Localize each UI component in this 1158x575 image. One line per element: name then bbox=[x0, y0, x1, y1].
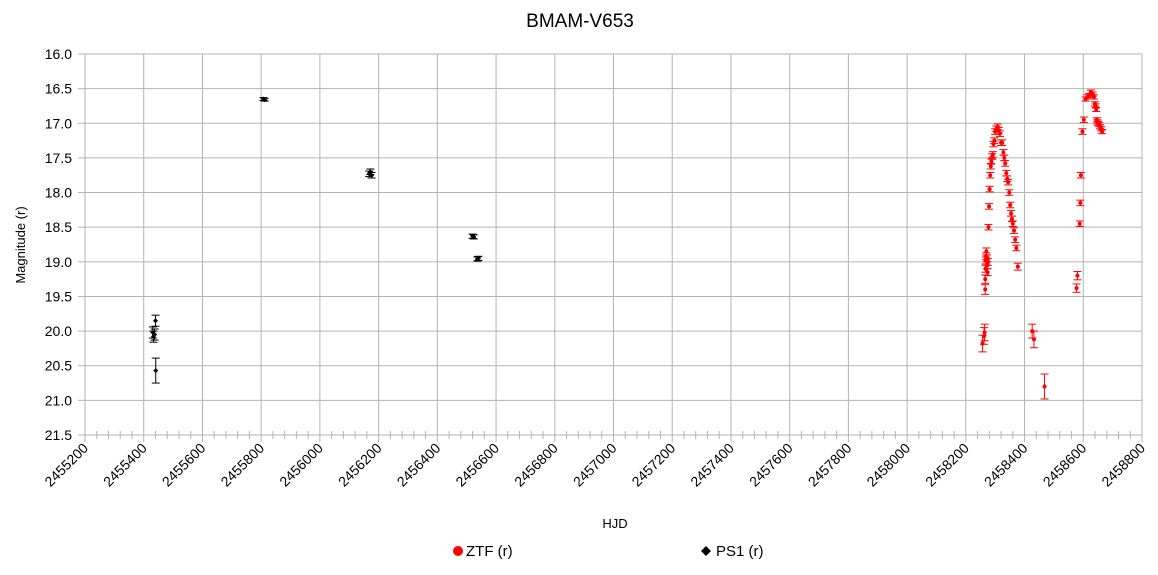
data-point bbox=[1001, 150, 1006, 155]
y-tick-label: 19.5 bbox=[45, 288, 72, 304]
data-point bbox=[1078, 173, 1083, 178]
data-point bbox=[985, 270, 990, 275]
y-tick-label: 19.0 bbox=[45, 254, 72, 270]
data-point bbox=[988, 173, 993, 178]
x-axis-label: HJD bbox=[602, 516, 627, 531]
y-tick-label: 16.0 bbox=[45, 46, 72, 62]
data-point bbox=[983, 277, 988, 282]
data-point bbox=[1031, 337, 1036, 342]
x-tick-label: 2458000 bbox=[863, 440, 913, 490]
data-point bbox=[982, 330, 987, 335]
y-tick-label: 17.5 bbox=[45, 150, 72, 166]
x-tick-label: 2455800 bbox=[217, 440, 267, 490]
data-point bbox=[984, 249, 989, 254]
data-point bbox=[1009, 211, 1014, 216]
data-point bbox=[369, 172, 375, 178]
data-point bbox=[1007, 190, 1012, 195]
x-tick-label: 2457200 bbox=[628, 440, 678, 490]
data-point bbox=[1013, 237, 1018, 242]
data-point bbox=[1094, 107, 1099, 112]
data-point bbox=[153, 368, 159, 374]
data-point bbox=[997, 131, 1002, 136]
data-point bbox=[1075, 273, 1080, 278]
x-tick-label: 2455200 bbox=[41, 440, 91, 490]
legend: ZTF (r) PS1 (r) bbox=[453, 543, 764, 560]
x-tick-label: 2456600 bbox=[452, 440, 502, 490]
x-tick-label: 2455600 bbox=[159, 440, 209, 490]
data-point bbox=[152, 318, 158, 324]
y-tick-label: 20.0 bbox=[45, 323, 72, 339]
x-tick-label: 2458200 bbox=[922, 440, 972, 490]
legend-marker-ps1 bbox=[701, 546, 711, 556]
plot-series bbox=[148, 89, 1107, 400]
data-point bbox=[992, 138, 997, 143]
data-point bbox=[152, 332, 158, 338]
data-point bbox=[1005, 176, 1010, 181]
data-point bbox=[982, 333, 987, 338]
plot-ticks: 16.0 16.5 17.0 17.5 18.0 18.5 19.0 19.5 20.0 20.5… bbox=[41, 46, 1148, 490]
y-tick-label: 17.0 bbox=[45, 115, 72, 131]
data-point bbox=[1011, 228, 1016, 233]
data-point bbox=[1091, 94, 1096, 99]
data-point bbox=[988, 164, 993, 169]
y-tick-label: 21.5 bbox=[45, 427, 72, 443]
x-tick-label: 2457600 bbox=[746, 440, 796, 490]
data-point bbox=[987, 204, 992, 209]
plot-grid bbox=[78, 53, 1143, 442]
y-axis-label: Magnitude (r) bbox=[13, 206, 28, 283]
x-tick-label: 2458800 bbox=[1098, 440, 1148, 490]
data-point bbox=[475, 255, 481, 261]
data-point bbox=[1014, 245, 1019, 250]
data-point bbox=[1003, 161, 1008, 166]
data-point bbox=[1015, 264, 1020, 269]
data-point bbox=[1080, 129, 1085, 134]
x-tick-label: 2455400 bbox=[100, 440, 150, 490]
data-point bbox=[989, 159, 994, 164]
legend-label: ZTF (r) bbox=[466, 543, 513, 560]
legend-label: PS1 (r) bbox=[716, 543, 764, 560]
x-tick-label: 2456000 bbox=[276, 440, 326, 490]
y-tick-label: 16.5 bbox=[45, 81, 72, 97]
data-point bbox=[471, 234, 477, 240]
data-point bbox=[1002, 155, 1007, 160]
data-point bbox=[1077, 221, 1082, 226]
x-tick-label: 2457400 bbox=[687, 440, 737, 490]
data-point bbox=[262, 97, 268, 103]
data-point bbox=[1081, 117, 1086, 122]
data-point bbox=[1009, 216, 1014, 221]
data-point bbox=[1006, 180, 1011, 185]
data-point bbox=[1010, 221, 1015, 226]
y-tick-label: 18.0 bbox=[45, 185, 72, 201]
data-point bbox=[983, 287, 988, 292]
y-tick-label: 21.0 bbox=[45, 392, 72, 408]
x-tick-label: 2456800 bbox=[511, 440, 561, 490]
data-point bbox=[1042, 384, 1047, 389]
data-point bbox=[990, 152, 995, 157]
data-point bbox=[991, 142, 996, 147]
chart-title: BMAM-V653 bbox=[526, 11, 634, 32]
x-tick-label: 2458600 bbox=[1040, 440, 1090, 490]
data-point bbox=[1100, 129, 1105, 134]
y-tick-label: 18.5 bbox=[45, 219, 72, 235]
data-point bbox=[1004, 171, 1009, 176]
x-tick-label: 2456200 bbox=[335, 440, 385, 490]
x-tick-label: 2457000 bbox=[570, 440, 620, 490]
legend-marker-ztf bbox=[453, 546, 463, 556]
data-point bbox=[1074, 286, 1079, 291]
data-point bbox=[986, 225, 991, 230]
x-tick-label: 2456400 bbox=[394, 440, 444, 490]
data-point bbox=[1078, 200, 1083, 205]
data-point bbox=[987, 187, 992, 192]
series-ztf bbox=[978, 89, 1107, 400]
y-tick-label: 20.5 bbox=[45, 358, 72, 374]
data-point bbox=[1008, 203, 1013, 208]
x-tick-label: 2458400 bbox=[981, 440, 1031, 490]
data-point bbox=[1000, 140, 1005, 145]
series-ps1 bbox=[148, 96, 483, 384]
data-point bbox=[985, 259, 990, 264]
x-tick-label: 2457800 bbox=[805, 440, 855, 490]
